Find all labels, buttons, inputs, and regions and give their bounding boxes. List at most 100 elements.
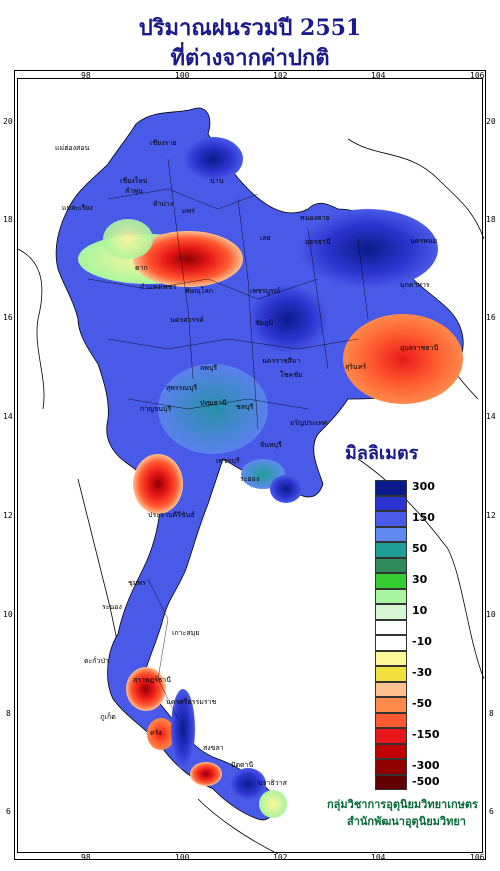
lat-tick-12-right: 12 — [486, 511, 496, 520]
lon-tick-98-bottom: 98 — [81, 853, 91, 862]
legend-label: -500 — [412, 774, 440, 788]
place-label: นราธิวาส — [258, 779, 287, 787]
lat-tick-14-left: 14 — [3, 412, 13, 421]
lon-tick-104-bottom: 104 — [371, 853, 386, 862]
place-label: ประจวบคีรีขันธ์ — [148, 511, 195, 519]
place-label: เชียงใหม่ — [120, 177, 148, 185]
patch-phangnga-dry — [126, 667, 166, 711]
place-label: อรัญประเทศ — [290, 419, 328, 427]
lon-tick-106-bottom: 106 — [470, 853, 485, 862]
legend-swatch — [375, 480, 407, 496]
place-label: อุบลราชธานี — [400, 344, 439, 352]
legend-swatch — [375, 697, 407, 713]
place-label: เพชรบุรี — [216, 457, 240, 465]
lon-tick-100-bottom: 100 — [175, 853, 190, 862]
legend-swatch — [375, 511, 407, 527]
place-label: โชคชัย — [280, 371, 303, 379]
legend-swatch — [375, 526, 407, 542]
lat-tick-16-right: 16 — [486, 313, 496, 322]
place-label: แม่ฮ่องสอน — [55, 144, 90, 152]
place-label: นครศรีธรรมราช — [166, 698, 217, 706]
place-label: นครราชสีมา — [262, 357, 301, 365]
legend-label: -50 — [412, 697, 432, 710]
lat-tick-14-right: 14 — [486, 412, 496, 421]
lat-tick-6-left: 6 — [6, 807, 11, 816]
patch-central-teal — [158, 364, 268, 454]
place-label: นครสวรรค์ — [170, 316, 204, 324]
place-label: ชลบุรี — [236, 403, 254, 411]
place-label: ปัตตานี — [231, 761, 254, 769]
place-label: ระนอง — [102, 603, 122, 611]
legend-label: 50 — [412, 542, 428, 555]
rainfall-anomaly-map — [17, 107, 485, 855]
patch-krabi-dry — [147, 718, 175, 750]
lat-tick-20-left: 20 — [3, 117, 13, 126]
place-label: สุราษฎร์ธานี — [133, 676, 172, 684]
place-label: ชุมพร — [128, 579, 146, 587]
lon-tick-98-top: 98 — [81, 71, 91, 80]
legend-label: -30 — [412, 666, 432, 679]
legend-swatch — [375, 759, 407, 775]
legend-title: มิลลิเมตร — [345, 443, 419, 464]
place-label: เชียงราย — [150, 139, 177, 147]
patch-south-wet — [171, 689, 195, 769]
place-label: ตาก — [135, 264, 148, 272]
credit-line1: กลุ่มวิชาการอุตุนิยมวิทยาเกษตร — [327, 798, 478, 811]
place-label: กำแพงเพชร — [140, 283, 177, 291]
patch-narathiwat-yellow — [259, 790, 287, 818]
place-label: เกาะสมุย — [172, 629, 200, 637]
legend-label: 30 — [412, 573, 428, 586]
lat-tick-18-left: 18 — [3, 215, 13, 224]
place-label: น่าน — [210, 177, 224, 185]
legend-swatch — [375, 774, 407, 790]
place-label: ลำปาง — [153, 200, 174, 208]
legend-swatch — [375, 619, 407, 635]
legend-label: 10 — [412, 604, 428, 617]
legend-swatch — [375, 495, 407, 511]
lat-tick-16-left: 16 — [3, 313, 13, 322]
lat-tick-8-right: 8 — [489, 709, 494, 718]
patch-northeast-wet — [298, 209, 438, 289]
place-label: แม่สะเรียง — [62, 204, 93, 212]
map-title-line2: ที่ต่างจากค่าปกติ — [170, 45, 330, 71]
place-label: ลพบุรี — [200, 364, 218, 372]
place-label: มุกดาหาร — [400, 281, 430, 289]
place-label: จันทบุรี — [260, 441, 282, 449]
place-label: สุรินทร์ — [345, 363, 367, 371]
place-label: ลำพูน — [125, 187, 143, 195]
patch-north-wet — [183, 137, 243, 181]
place-label: ระยอง — [240, 475, 260, 483]
lon-tick-102-top: 102 — [273, 71, 288, 80]
patch-pattani-wet — [230, 768, 266, 800]
place-label: ตรัง — [150, 729, 162, 737]
lat-tick-12-left: 12 — [3, 511, 13, 520]
legend-swatch — [375, 666, 407, 682]
place-label: กาญจนบุรี — [140, 405, 172, 413]
map-title-line1: ปริมาณฝนรวมปี 2551 — [138, 15, 362, 41]
patch-east-dry — [343, 314, 463, 404]
lon-tick-102-bottom: 102 — [273, 853, 288, 862]
place-label: เลย — [260, 234, 271, 242]
legend-swatch — [375, 604, 407, 620]
lat-tick-6-right: 6 — [489, 807, 494, 816]
legend-swatch — [375, 712, 407, 728]
legend-swatch — [375, 681, 407, 697]
place-label: พิษณุโลก — [185, 287, 214, 295]
place-label: นครพนม — [410, 237, 438, 245]
legend-label: -150 — [412, 728, 440, 741]
province-borders — [87, 158, 369, 720]
place-label: สงขลา — [203, 744, 224, 752]
place-label: เพชรบูรณ์ — [250, 287, 281, 295]
patch-chanthaburi-wet — [270, 475, 302, 503]
place-label: อุดรธานี — [305, 238, 331, 246]
place-label: แพร่ — [182, 207, 195, 215]
patch-songkhla-dry — [190, 762, 222, 786]
lon-tick-104-top: 104 — [371, 71, 386, 80]
place-label: สุพรรณบุรี — [166, 384, 198, 392]
legend-swatch — [375, 635, 407, 651]
legend-swatch — [375, 588, 407, 604]
patch-northwest-yellow — [103, 219, 153, 259]
place-label: ภูเก็ต — [100, 713, 116, 721]
lat-tick-10-right: 10 — [486, 610, 496, 619]
patch-central-ne-wet — [248, 284, 328, 354]
